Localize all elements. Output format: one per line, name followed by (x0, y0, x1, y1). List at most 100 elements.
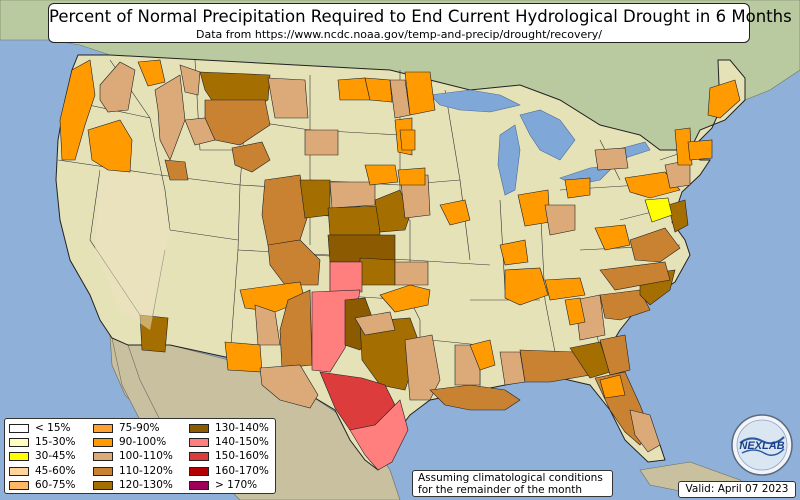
region-90-100 (87, 119, 133, 173)
title-box: Percent of Normal Precipitation Required… (48, 3, 792, 43)
legend-item: 110-120% (93, 465, 173, 479)
legend-item: < 15% (9, 422, 70, 436)
region-140-150 (349, 399, 409, 471)
region-100-110 (394, 261, 429, 286)
legend-item: 30-45% (9, 450, 76, 464)
region-110-120 (629, 227, 681, 263)
legend-swatch (189, 424, 209, 433)
legend-label: > 170% (215, 478, 258, 491)
legend-label: 30-45% (35, 450, 76, 463)
map-subtitle: Data from https://www.ncdc.noaa.gov/temp… (196, 28, 602, 41)
legend-item: 120-130% (93, 479, 173, 493)
region-90-100 (224, 341, 263, 373)
legend-label: 15-30% (35, 436, 76, 449)
region-120-130 (359, 257, 396, 286)
legend-label: 130-140% (215, 422, 269, 434)
legend-label: < 15% (35, 422, 71, 434)
legend-item: 100-110% (93, 450, 173, 464)
region-120-130 (359, 317, 421, 391)
legend-swatch (93, 466, 113, 476)
region-90-100 (397, 167, 426, 186)
region-90-100 (599, 374, 626, 399)
region-90-100 (469, 339, 496, 371)
region-90-100 (707, 79, 741, 119)
legend-item: 150-160% (189, 450, 269, 464)
region-110-120 (164, 159, 189, 181)
region-140-150 (329, 261, 363, 293)
legend-swatch (189, 466, 209, 476)
legend-label: 75-90% (119, 422, 160, 434)
region-110-120 (599, 289, 651, 321)
legend-swatch (93, 452, 113, 462)
region-90-100 (504, 267, 549, 306)
legend-swatch (9, 480, 29, 490)
region-120-130 (327, 205, 381, 236)
legend-item: 60-75% (9, 479, 76, 493)
legend-label: 60-75% (35, 478, 76, 491)
region-90-100 (59, 59, 96, 161)
region-110-120 (231, 141, 271, 173)
region-100-110 (629, 409, 661, 453)
region-90-100 (564, 177, 591, 199)
legend-label: 100-110% (119, 450, 173, 463)
region-30-45 (644, 197, 673, 223)
region-100-110 (99, 61, 136, 113)
legend-swatch (189, 438, 209, 448)
region-120-130 (374, 189, 411, 233)
region-90-100 (624, 171, 681, 199)
region-90-100 (379, 284, 431, 313)
region-90-100 (364, 77, 393, 103)
region-90-100 (594, 224, 631, 251)
great-lakes (429, 89, 651, 196)
region-100-110 (574, 294, 606, 341)
legend-label: 150-160% (215, 450, 269, 463)
legend-label: 120-130% (119, 478, 173, 491)
legend-swatch (93, 424, 113, 433)
legend-swatch (9, 438, 29, 448)
region-100-110 (329, 181, 376, 209)
region-120-130 (667, 199, 689, 233)
desert-shading (95, 170, 170, 330)
region-90-100 (364, 164, 399, 186)
region-110-120 (267, 239, 321, 286)
legend-swatch (189, 452, 209, 462)
region-100-110 (154, 74, 186, 161)
region-100-110 (389, 79, 411, 119)
legend-swatch (9, 452, 29, 462)
legend-item: > 170% (189, 479, 257, 493)
region-110-120 (519, 349, 591, 383)
region-100-110 (254, 304, 281, 346)
region-90-100 (564, 297, 586, 326)
map-title: Percent of Normal Precipitation Required… (49, 7, 792, 26)
region-90-100 (687, 139, 713, 161)
legend-label: 140-150% (215, 436, 269, 449)
legend-swatch (9, 424, 29, 433)
legend-item: 130-140% (189, 422, 269, 436)
legend-label: 160-170% (215, 464, 269, 477)
region-90-100 (544, 277, 586, 301)
region-120-130 (299, 179, 331, 219)
legend-swatch (189, 480, 209, 490)
region-100-110 (354, 311, 396, 336)
region-90-100 (137, 59, 166, 87)
region-100-110 (594, 147, 629, 171)
region-110-120 (599, 334, 631, 376)
drought-regions (59, 59, 741, 471)
region-90-100 (404, 71, 436, 116)
legend-item: 90-100% (93, 436, 166, 450)
legend-swatch (9, 466, 29, 476)
legend-label: 45-60% (35, 464, 76, 477)
region-100-110 (304, 129, 339, 156)
region-90-100 (674, 127, 693, 166)
legend-item: 160-170% (189, 465, 269, 479)
region-100-110 (184, 117, 216, 146)
region-110-120 (429, 384, 521, 411)
valid-date: Valid: April 07 2023 (678, 481, 796, 498)
legend-item: 15-30% (9, 436, 76, 450)
note-line-1: Assuming climatological conditions (418, 472, 603, 484)
nexlab-logo-icon: NEXLAB (731, 414, 793, 476)
region-100-110 (259, 364, 319, 409)
legend-label: 90-100% (119, 436, 167, 449)
legend-item: 140-150% (189, 436, 269, 450)
